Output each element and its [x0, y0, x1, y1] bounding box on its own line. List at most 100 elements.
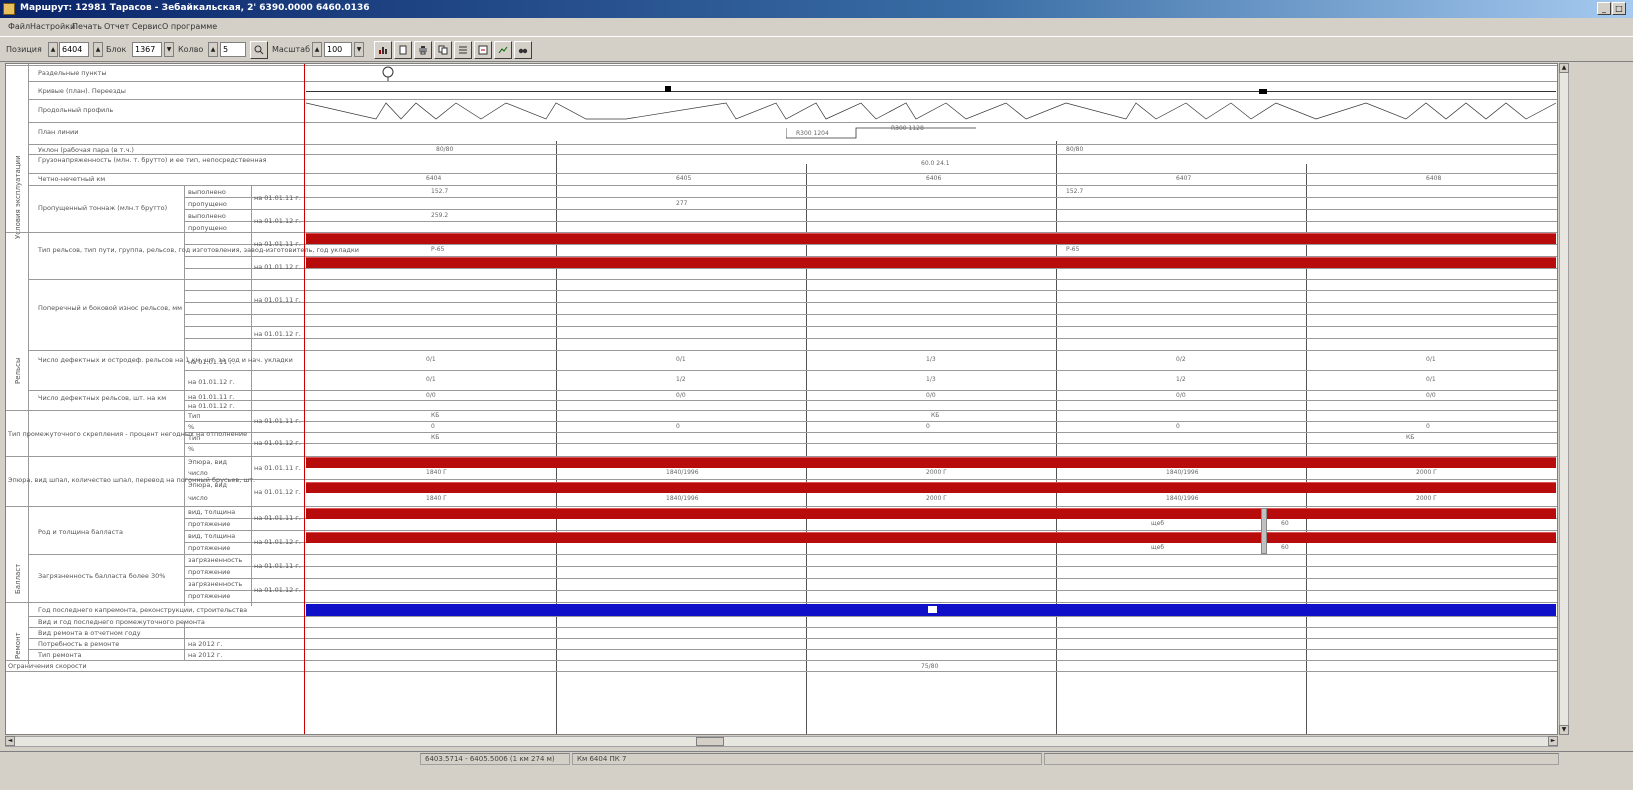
toolbar: Позиция ▲ 6404 ▲ Блок 1367 ▼ Колво ▲ 5 М… [0, 36, 1633, 62]
sub-label: пропущено [188, 224, 227, 232]
sub-label: пропущено [188, 200, 227, 208]
rail-value: Р-65 [1066, 246, 1080, 253]
rail-value: Р-65 [431, 246, 445, 253]
row-label: Тип рельсов, тип пути, группа, рельсов, … [38, 246, 360, 254]
row-line [6, 232, 1557, 233]
sub-label: загрязненность [188, 556, 243, 564]
km-separator [806, 164, 807, 734]
menu-report[interactable]: Отчет [104, 22, 130, 31]
row-line [184, 530, 1557, 531]
graph-icon[interactable] [494, 41, 512, 59]
status-range: 6403.5714 - 6405.5006 (1 км 274 м) [420, 753, 570, 765]
row-line [184, 209, 1557, 210]
ballast-band [306, 508, 1556, 519]
menu-bar: Файл Настройки Печать Отчет Сервис О про… [0, 19, 1633, 35]
sub-label: на 01.01.12 г. [254, 263, 301, 271]
maximize-button[interactable]: □ [1612, 2, 1626, 15]
defect-value: 0/1 [676, 356, 686, 363]
section-ballast: Балласт [14, 563, 22, 594]
menu-file[interactable]: Файл [8, 22, 31, 31]
menu-service[interactable]: Сервис [132, 22, 162, 31]
export-icon[interactable] [474, 41, 492, 59]
count-input[interactable]: 5 [220, 42, 246, 57]
col-line [184, 622, 185, 660]
scroll-thumb[interactable] [696, 737, 724, 746]
sleeper-type-value: КБ [431, 412, 440, 419]
km-separator [1056, 141, 1057, 734]
row-line [6, 660, 1557, 661]
menu-settings[interactable]: Настройки [30, 22, 76, 31]
row-line [28, 350, 1557, 351]
sub-label: на 01.01.11 г. [188, 358, 235, 366]
section-rails: Рельсы [14, 357, 22, 384]
position-input[interactable]: 6404 [59, 42, 89, 57]
scroll-right-icon[interactable]: ► [1548, 736, 1558, 746]
minimize-button[interactable]: _ [1597, 2, 1611, 15]
row-line [184, 566, 1557, 567]
row-line [184, 268, 1557, 269]
km-value: 6406 [926, 175, 942, 182]
curve-line [306, 91, 1556, 92]
scale-dropdown-icon[interactable]: ▼ [354, 42, 364, 57]
row-line [184, 400, 1557, 401]
defect-value: 0/0 [426, 392, 436, 399]
scale-spin[interactable]: ▲ [312, 42, 322, 57]
sub-label: число [188, 469, 208, 477]
sub-label: выполнено [188, 212, 226, 220]
scroll-up-icon[interactable]: ▲ [1559, 63, 1569, 73]
sleeper-pct-value: 0 [926, 423, 930, 430]
sub-label: вид, толщина [188, 508, 236, 516]
crossing-marker-icon [1259, 89, 1267, 94]
defect-value: 0/1 [1426, 356, 1436, 363]
ballast-marker [1261, 508, 1267, 554]
zoom-icon[interactable] [250, 41, 268, 59]
capacity-value: 60.0 24.1 [921, 160, 950, 167]
vertical-scrollbar[interactable]: ▲ ▼ [1559, 63, 1569, 735]
sub-label: на 01.01.12 г. [254, 538, 301, 546]
position-spin[interactable]: ▲ [48, 42, 58, 57]
row-line [6, 456, 1557, 457]
row-line [6, 65, 1557, 66]
scale-input[interactable]: 100 [324, 42, 352, 57]
epure-value: 1840/1996 [666, 495, 699, 502]
copy-icon[interactable] [434, 41, 452, 59]
ballast-value: щеб [1151, 520, 1165, 527]
sleeper-band [306, 457, 1556, 468]
title-bar: Маршрут: 12981 Тарасов - Зебайкальская, … [0, 0, 1633, 18]
binoculars-icon[interactable] [514, 41, 532, 59]
row-line [184, 443, 1557, 444]
scroll-down-icon[interactable]: ▼ [1559, 725, 1569, 735]
menu-print[interactable]: Печать [72, 22, 102, 31]
row-label: Число дефектных рельсов, шт. на км [38, 394, 167, 402]
print-icon[interactable] [414, 41, 432, 59]
row-label: Кривые (план). Переезды [38, 87, 126, 95]
row-line [184, 314, 1557, 315]
ballast-value: щеб [1151, 544, 1165, 551]
chart-icon[interactable] [374, 41, 392, 59]
km-value: 6407 [1176, 175, 1192, 182]
sub-label: на 01.01.12 г. [188, 402, 235, 410]
plan-label: R300 1204 [796, 130, 829, 137]
defect-value: 1/3 [926, 376, 936, 383]
position-cursor[interactable] [304, 64, 305, 734]
menu-about[interactable]: О программе [162, 22, 218, 31]
defect-value: 1/3 [926, 356, 936, 363]
scroll-left-icon[interactable]: ◄ [5, 736, 15, 746]
sub-label: протяжение [188, 520, 231, 528]
scale-label: Масштаб [272, 45, 311, 54]
station-marker-icon [382, 66, 394, 81]
km-value: 6404 [426, 175, 442, 182]
count-spin[interactable]: ▲ [208, 42, 218, 57]
sub-label: на 01.01.11 г. [254, 514, 301, 522]
row-label: Тип промежуточного скрепления - процент … [8, 430, 248, 438]
horizontal-scrollbar[interactable]: ◄ ► [5, 736, 1558, 747]
profile-canvas[interactable]: Условия эксплуатации Рельсы Балласт Ремо… [5, 63, 1558, 735]
block-select[interactable]: 1367 [132, 42, 162, 57]
page-icon[interactable] [394, 41, 412, 59]
row-label: Пропущенный тоннаж (млн.т брутто) [38, 204, 168, 212]
ballast-value: 60 [1281, 544, 1289, 551]
block-dropdown-icon[interactable]: ▼ [164, 42, 174, 57]
list-icon[interactable] [454, 41, 472, 59]
block-spin[interactable]: ▲ [93, 42, 103, 57]
status-position: Км 6404 ПК 7 [572, 753, 1042, 765]
